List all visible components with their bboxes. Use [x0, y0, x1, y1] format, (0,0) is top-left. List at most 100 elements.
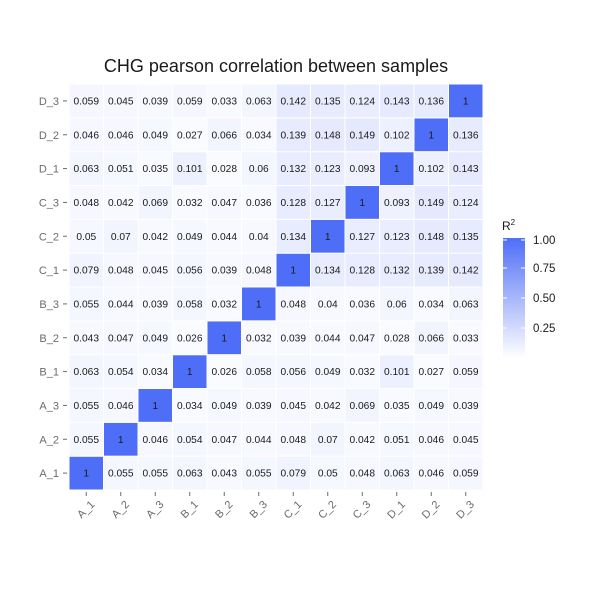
heatmap-cell: [241, 455, 277, 491]
cell-value-label: 0.139: [419, 266, 445, 277]
legend-color-bar: [503, 238, 525, 358]
cell-value-label: 0.135: [453, 232, 479, 243]
x-tick-label: D_1: [385, 499, 408, 522]
cell-value-label: 0.051: [108, 164, 134, 175]
cell-value-label: 0.134: [315, 266, 341, 277]
cell-value-label: 0.059: [74, 96, 100, 107]
cell-value-label: 0.045: [143, 266, 169, 277]
x-tick-label: A_2: [110, 499, 132, 521]
cell-value-label: 0.134: [281, 232, 307, 243]
cell-value-label: 0.034: [419, 299, 445, 310]
cell-value-label: 0.132: [281, 164, 307, 175]
cell-value-label: 0.07: [111, 232, 131, 243]
heatmap-cell: [413, 286, 449, 322]
heatmap-cell: [103, 320, 139, 356]
heatmap-cell: [68, 151, 104, 187]
cell-value-label: 0.06: [249, 164, 269, 175]
cell-value-label: 0.136: [453, 130, 479, 141]
cell-value-label: 0.063: [177, 469, 203, 480]
cell-value-label: 0.124: [350, 96, 376, 107]
cell-value-label: 0.049: [143, 333, 169, 344]
heatmap-cell: [206, 151, 242, 187]
cell-value-label: 0.066: [419, 333, 445, 344]
cell-value-label: 0.063: [384, 469, 410, 480]
heatmap-cell: [275, 320, 311, 356]
heatmap-cell: [310, 252, 346, 288]
cell-value-label: 0.059: [177, 96, 203, 107]
heatmap-cell: [68, 83, 104, 119]
cell-value-label: 0.039: [143, 96, 169, 107]
cell-value-label: 0.143: [453, 164, 479, 175]
cell-value-label: 0.045: [281, 401, 307, 412]
cell-value-label: 0.044: [108, 299, 134, 310]
y-tick-label: B_2: [39, 333, 59, 345]
cell-value-label: 0.046: [108, 401, 134, 412]
x-tick-label: D_3: [454, 499, 477, 522]
heatmap-cells: 1 0.055 0.055 0.063 0.043 0.055 0.079 0.05 0.048…: [68, 83, 484, 491]
cell-value-label: 0.093: [384, 198, 410, 209]
cell-value-label: 0.149: [419, 198, 445, 209]
cell-value-label: 0.048: [246, 266, 272, 277]
x-tick-label: C_2: [316, 499, 339, 522]
x-tick-label: A_1: [75, 499, 97, 521]
cell-value-label: 0.048: [108, 266, 134, 277]
cell-value-label: 0.032: [350, 367, 376, 378]
cell-value-label: 0.056: [177, 266, 203, 277]
cell-value-label: 0.047: [212, 198, 238, 209]
legend-ticks: 1.00 0.75 0.50 0.25: [503, 235, 555, 335]
x-tick-label: A_3: [144, 499, 166, 521]
cell-value-label: 0.042: [350, 435, 376, 446]
heatmap-cell: [344, 455, 380, 491]
heatmap-cell: [206, 320, 242, 356]
heatmap-cell: [379, 354, 415, 389]
cell-value-label: 0.047: [212, 435, 238, 446]
legend-title: R2: [502, 218, 516, 233]
cell-value-label: 0.059: [453, 469, 479, 480]
cell-value-label: 0.054: [108, 367, 134, 378]
y-tick-label: C_3: [39, 197, 59, 209]
legend: R2 1.00 0.75 0.50 0.25: [502, 218, 555, 358]
y-tick-label: C_1: [39, 265, 59, 277]
heatmap-cell: [448, 218, 484, 254]
cell-value-label: 0.046: [143, 435, 169, 446]
heatmap-cell: [448, 83, 484, 119]
heatmap-cell: [172, 185, 208, 220]
cell-value-label: 0.06: [387, 299, 407, 310]
cell-value-label: 0.049: [143, 130, 169, 141]
cell-value-label: 0.123: [315, 164, 341, 175]
cell-value-label: 0.032: [246, 333, 272, 344]
heatmap-cell: [137, 286, 173, 322]
heatmap-cell: [275, 388, 311, 423]
y-tick-label: A_3: [39, 400, 59, 412]
cell-value-label: 0.079: [281, 469, 307, 480]
heatmap-cell: [413, 252, 449, 288]
legend-tick-label: 1.00: [533, 235, 555, 247]
cell-value-label: 0.035: [143, 164, 169, 175]
heatmap-cell: [413, 320, 449, 356]
heatmap-cell: [241, 83, 277, 119]
cell-value-label: 0.049: [212, 401, 238, 412]
cell-value-label: 0.027: [177, 130, 203, 141]
heatmap-cell: [103, 117, 139, 153]
cell-value-label: 0.042: [315, 401, 341, 412]
cell-value-label: 0.026: [177, 333, 203, 344]
heatmap-cell: [241, 320, 277, 356]
cell-value-label: 1: [463, 96, 469, 107]
heatmap-cell: [241, 286, 277, 322]
heatmap-cell: [275, 185, 311, 220]
cell-value-label: 0.058: [246, 367, 272, 378]
cell-value-label: 0.042: [108, 198, 134, 209]
cell-value-label: 0.148: [419, 232, 445, 243]
cell-value-label: 0.044: [246, 435, 272, 446]
cell-value-label: 0.128: [350, 266, 376, 277]
heatmap-cell: [241, 151, 277, 187]
heatmap-cell: [275, 286, 311, 322]
cell-value-label: 0.028: [384, 333, 410, 344]
cell-value-label: 0.033: [453, 333, 479, 344]
cell-value-label: 0.059: [453, 367, 479, 378]
heatmap-cell: [137, 83, 173, 119]
cell-value-label: 0.039: [281, 333, 307, 344]
cell-value-label: 0.046: [108, 130, 134, 141]
heatmap-cell: [344, 286, 380, 322]
cell-value-label: 0.055: [246, 469, 272, 480]
